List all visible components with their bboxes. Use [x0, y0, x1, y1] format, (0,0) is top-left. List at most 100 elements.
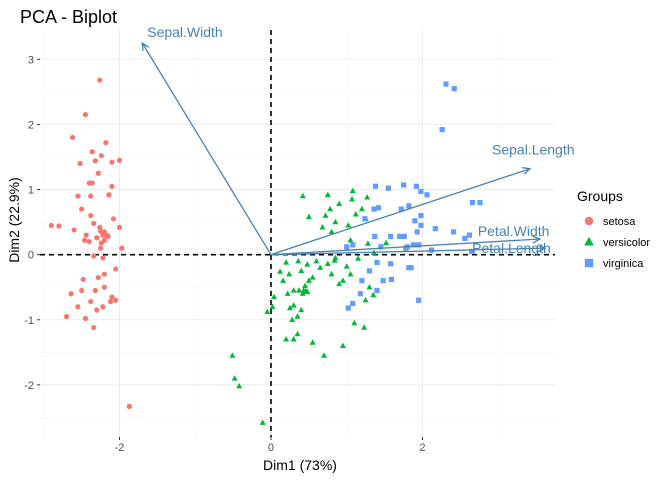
data-point: [68, 291, 74, 297]
data-point: [106, 192, 112, 198]
variable-arrows: Sepal.Length Sepal.Width Petal.WidthPetal.…: [141, 24, 575, 256]
y-axis-label: Dim2 (22.9%): [6, 177, 22, 263]
data-point: [477, 199, 483, 206]
data-point: [100, 304, 106, 310]
data-point: [398, 206, 404, 212]
data-point: [91, 324, 97, 331]
legend: Groups setosa versicolor virginica: [577, 188, 650, 270]
data-points: [48, 77, 483, 425]
data-point: [77, 160, 83, 167]
data-point: [375, 205, 382, 211]
data-point: [264, 308, 271, 315]
data-point: [110, 216, 117, 222]
arrow-head: [532, 235, 542, 244]
arrow-head: [537, 244, 547, 253]
data-point: [345, 222, 352, 228]
data-point: [355, 255, 362, 261]
data-point: [126, 403, 132, 409]
data-point: [380, 278, 386, 284]
data-point: [362, 296, 369, 303]
data-point: [358, 205, 365, 212]
data-point: [372, 233, 378, 240]
data-point: [336, 280, 343, 287]
data-point: [82, 315, 89, 322]
data-point: [406, 265, 412, 271]
arrow-head: [141, 41, 150, 52]
series-setosa: [48, 77, 132, 409]
data-point: [305, 277, 312, 283]
x-tick-label: 0: [268, 442, 274, 454]
data-point: [56, 223, 62, 229]
data-point: [304, 288, 311, 294]
data-point: [364, 194, 371, 200]
data-point: [294, 313, 301, 319]
data-point: [88, 298, 94, 305]
data-point: [290, 302, 297, 308]
data-point: [349, 196, 356, 202]
data-point: [357, 291, 363, 297]
variable-label: Petal.Length: [472, 240, 551, 256]
data-point: [63, 313, 70, 320]
data-point: [370, 291, 377, 298]
data-point: [345, 305, 351, 311]
data-point: [366, 283, 373, 290]
data-point: [343, 263, 350, 269]
data-point: [364, 240, 371, 246]
x-axis-label: Dim1 (73%): [263, 457, 337, 473]
data-point: [347, 270, 354, 277]
data-point: [317, 264, 324, 270]
data-point: [322, 212, 329, 218]
data-point: [75, 193, 81, 199]
data-point: [328, 270, 335, 277]
data-point: [299, 192, 306, 199]
data-point: [328, 228, 335, 235]
data-point: [443, 81, 449, 87]
data-point: [339, 342, 346, 349]
data-point: [91, 253, 97, 259]
arrow-sepal-width: [141, 42, 272, 256]
data-point: [94, 307, 100, 313]
data-point: [294, 330, 301, 337]
data-point: [97, 224, 103, 230]
data-point: [48, 222, 54, 228]
data-point: [400, 182, 407, 188]
variable-label: Sepal.Length: [492, 142, 575, 158]
legend-key-versicolor: [584, 236, 594, 246]
reference-lines: [40, 30, 555, 437]
y-tick-label: 2: [28, 119, 34, 131]
data-point: [109, 183, 115, 189]
x-tick-label: -2: [115, 442, 125, 454]
data-point: [371, 206, 377, 212]
data-point: [336, 200, 343, 207]
data-point: [98, 153, 104, 159]
legend-title: Groups: [577, 188, 623, 204]
data-point: [95, 170, 101, 176]
data-point: [89, 149, 95, 155]
axis-ticks: -2 0 2 -2 -1 0 1 2 3: [24, 54, 425, 454]
variable-label: Petal.Width: [478, 223, 550, 239]
data-point: [388, 276, 395, 283]
data-point: [95, 274, 101, 281]
y-tick-label: 0: [28, 250, 34, 262]
data-point: [103, 232, 109, 238]
data-point: [113, 266, 119, 272]
data-point: [290, 287, 297, 293]
x-tick-label: 2: [419, 442, 425, 454]
y-tick-label: -1: [24, 315, 34, 327]
y-tick-label: 3: [28, 54, 34, 66]
data-point: [406, 203, 412, 209]
data-point: [75, 304, 81, 310]
data-point: [403, 245, 409, 251]
series-versicolor: [229, 187, 390, 425]
data-point: [321, 352, 328, 358]
data-point: [350, 300, 356, 307]
data-point: [388, 233, 394, 240]
data-point: [349, 187, 356, 194]
data-point: [302, 282, 309, 289]
data-point: [231, 375, 238, 381]
data-point: [362, 216, 368, 222]
data-point: [324, 260, 331, 266]
data-point: [339, 277, 346, 283]
data-point: [289, 316, 296, 322]
